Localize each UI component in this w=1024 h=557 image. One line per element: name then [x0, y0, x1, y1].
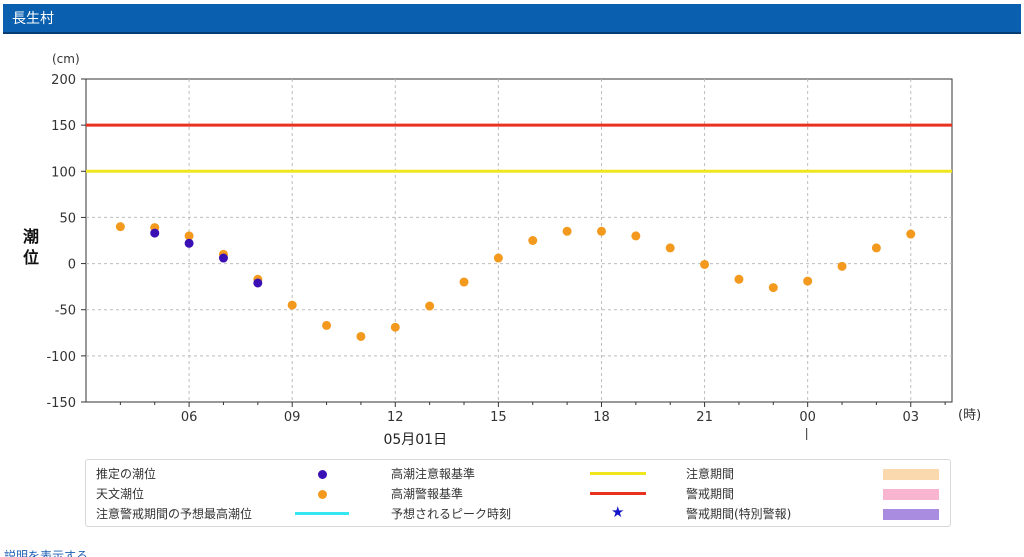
astronomical-tide-point — [734, 274, 744, 284]
astronomical-tide-point — [184, 231, 194, 241]
plot-area — [85, 78, 953, 403]
legend-swatch-special-warning-period — [883, 509, 939, 520]
y-tick-label: 50 — [59, 211, 76, 226]
astronomical-tide-point — [665, 243, 675, 253]
legend-swatch-warning-period — [883, 489, 939, 500]
y-tick-label: 200 — [51, 73, 76, 88]
date-label: 05月01日 — [383, 432, 447, 448]
legend-label-estimated-tide: 推定の潮位 — [96, 467, 157, 481]
legend-label-forecast-max-tide: 注意警戒期間の予想最高潮位 — [96, 507, 253, 521]
x-tick-label: 15 — [490, 410, 507, 425]
astronomical-tide-point — [562, 226, 572, 236]
legend-dot-astronomical-tide — [318, 490, 327, 499]
x-tick-label: 09 — [284, 410, 301, 425]
y-tick-label: -50 — [55, 304, 76, 319]
astronomical-tide-point — [700, 259, 710, 269]
chart-legend: 推定の潮位 天文潮位 注意警戒期間の予想最高潮位 高潮注意報基準 高潮警報基準 … — [85, 459, 951, 527]
astronomical-tide-point — [287, 300, 297, 310]
star-icon: ★ — [611, 503, 625, 521]
legend-label-advisory-level: 高潮注意報基準 — [391, 467, 476, 481]
astronomical-tide-point — [356, 331, 366, 341]
legend-label-advisory-period: 注意期間 — [686, 467, 735, 481]
legend-line-advisory-level — [590, 472, 646, 475]
legend-label-peak-time: 予想されるピーク時刻 — [391, 507, 512, 521]
y-tick-label: 0 — [68, 258, 76, 273]
x-tick-label: 06 — [181, 410, 198, 425]
astronomical-tide-point — [425, 301, 435, 311]
astronomical-tide-point — [528, 236, 538, 245]
x-tick-label: 00 — [799, 410, 816, 425]
astronomical-tide-point — [837, 261, 847, 271]
y-unit-label: (cm) — [52, 52, 80, 66]
estimated-tide-point — [184, 238, 194, 248]
astronomical-tide-point — [322, 320, 332, 330]
astronomical-tide-point — [459, 277, 469, 287]
estimated-tide-point — [218, 253, 228, 263]
y-axis-title: 潮 — [23, 227, 39, 246]
legend-label-warning-level: 高潮警報基準 — [391, 487, 464, 501]
legend-label-astronomical-tide: 天文潮位 — [96, 487, 145, 501]
location-header: 長生村 — [3, 4, 1021, 34]
astronomical-tide-point — [596, 226, 606, 236]
legend-line-forecast-max-tide — [295, 512, 349, 515]
astronomical-tide-point — [871, 243, 881, 253]
astronomical-tide-point — [390, 322, 400, 332]
legend-label-warning-period: 警戒期間 — [686, 487, 735, 501]
x-tick-label: 03 — [902, 410, 919, 425]
y-tick-label: 100 — [51, 165, 76, 180]
tide-chart: 200 150 100 50 0 -50 -100 -150 06 09 12 15 18 21 00 03 0… — [23, 52, 981, 448]
y-axis-title: 位 — [23, 248, 39, 267]
x-unit-label: (時) — [958, 408, 981, 423]
x-tick-label: 18 — [593, 410, 610, 425]
estimated-tide-point — [253, 278, 263, 288]
legend-dot-estimated-tide — [318, 470, 327, 479]
astronomical-tide-point — [768, 283, 778, 293]
x-tick-label: 21 — [696, 410, 713, 425]
y-tick-label: -150 — [46, 396, 76, 411]
astronomical-tide-point — [115, 222, 125, 232]
estimated-tide-point — [150, 228, 160, 238]
x-tick-label: 12 — [387, 410, 404, 425]
location-title: 長生村 — [12, 11, 54, 27]
y-tick-label: -100 — [46, 350, 76, 365]
legend-label-special-warning-period: 警戒期間(特別警報) — [686, 507, 792, 521]
astronomical-tide-point — [631, 231, 641, 241]
astronomical-tide-point — [906, 229, 916, 239]
astronomical-tide-point — [803, 276, 813, 286]
legend-swatch-advisory-period — [883, 469, 939, 480]
legend-line-warning-level — [590, 492, 646, 495]
y-tick-label: 150 — [51, 119, 76, 134]
show-description-link[interactable]: 説明を表示する — [4, 549, 89, 557]
astronomical-tide-point — [493, 253, 503, 263]
